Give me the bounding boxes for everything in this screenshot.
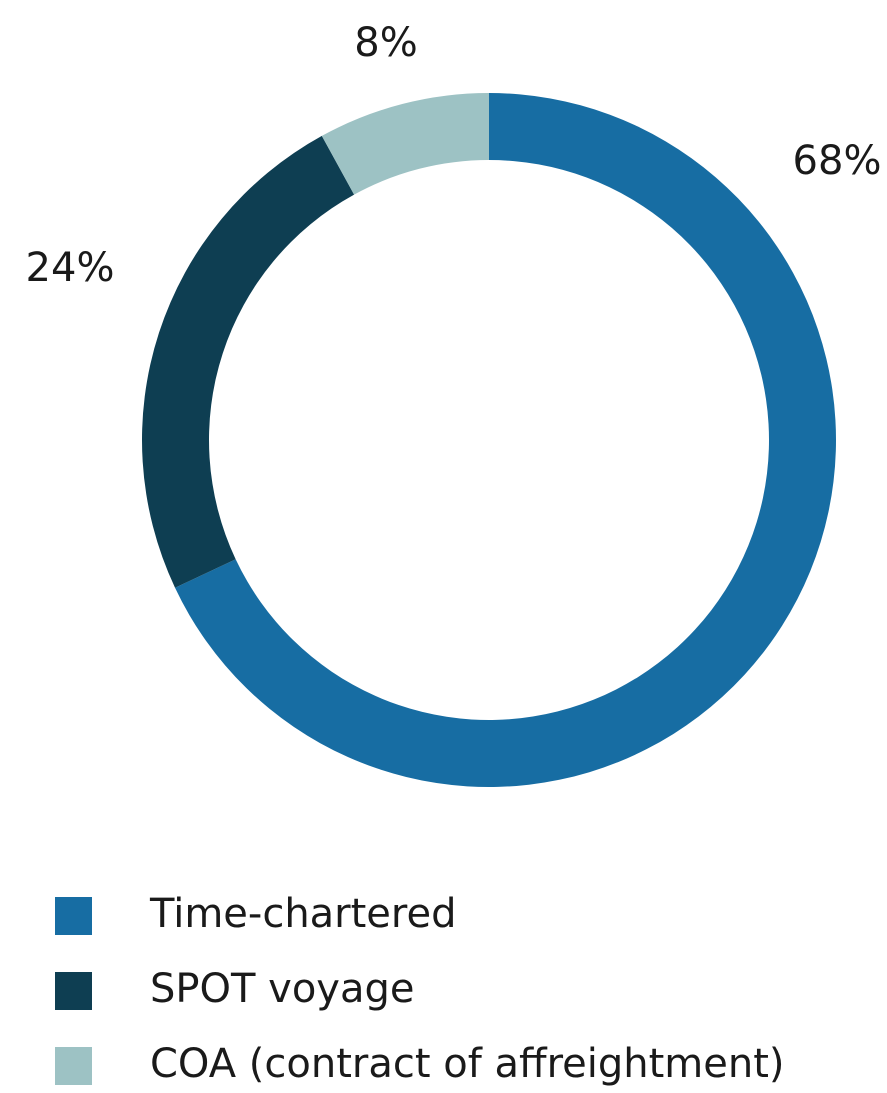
donut-slice [321,93,489,195]
legend-swatch [55,972,92,1010]
legend-label: COA (contract of affreightment) [150,1041,785,1087]
legend-label: Time-chartered [149,891,456,937]
legend-swatch [55,1047,92,1085]
data-label: 24% [26,245,115,291]
data-label: 68% [793,138,882,184]
legend-label: SPOT voyage [150,966,414,1012]
data-label: 8% [354,20,417,66]
donut-slice [142,135,355,588]
legend-swatch [55,897,92,935]
